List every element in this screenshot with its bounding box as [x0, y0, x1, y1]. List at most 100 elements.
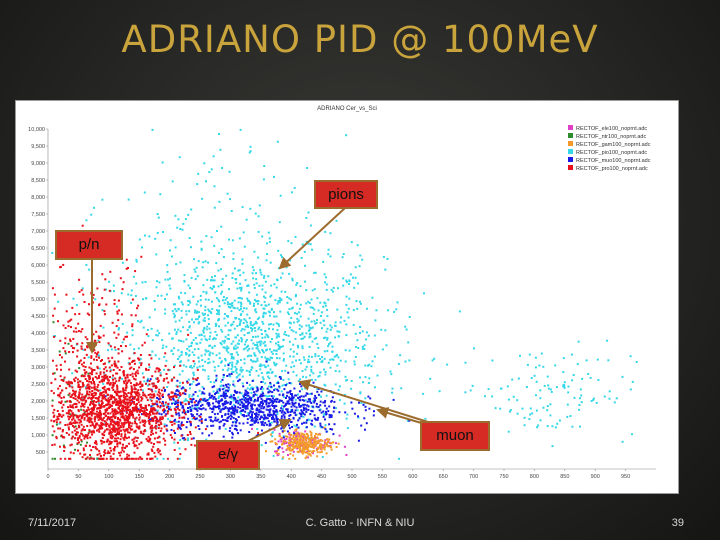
data-point — [224, 427, 227, 430]
data-point — [185, 365, 188, 368]
data-point — [255, 417, 258, 420]
data-point — [255, 278, 258, 281]
data-point — [196, 409, 199, 412]
data-point — [310, 436, 313, 439]
data-point — [199, 400, 202, 403]
data-point — [224, 406, 227, 408]
data-point — [125, 457, 128, 460]
data-point — [295, 359, 297, 362]
data-point — [312, 446, 315, 449]
data-point — [76, 421, 79, 424]
data-point — [53, 307, 56, 310]
data-point — [195, 399, 198, 402]
data-point — [146, 379, 149, 382]
data-point — [275, 362, 278, 365]
data-point — [223, 302, 226, 305]
data-point — [61, 356, 63, 359]
data-point — [177, 424, 180, 427]
data-point — [265, 423, 268, 426]
data-point — [87, 408, 90, 411]
data-point — [66, 423, 69, 426]
data-point — [298, 417, 301, 420]
data-point — [97, 428, 100, 431]
data-point — [326, 438, 328, 441]
data-point — [148, 366, 151, 369]
data-point — [312, 312, 315, 315]
data-point — [334, 370, 337, 372]
data-point — [58, 413, 60, 416]
data-point — [124, 389, 127, 392]
data-point — [104, 408, 107, 411]
data-point — [431, 359, 434, 362]
data-point — [173, 401, 175, 404]
data-point — [147, 452, 150, 455]
data-point — [92, 369, 94, 371]
data-point — [243, 358, 246, 361]
data-point — [104, 410, 107, 412]
data-point — [224, 359, 227, 362]
data-point — [80, 405, 83, 408]
data-point — [286, 311, 289, 314]
data-point — [345, 417, 348, 420]
data-point — [329, 324, 332, 327]
data-point — [275, 322, 278, 325]
data-point — [323, 357, 326, 360]
data-point — [326, 315, 329, 318]
data-point — [177, 390, 180, 393]
data-point — [352, 309, 355, 312]
data-point — [103, 368, 106, 371]
data-point — [360, 424, 363, 427]
data-point — [158, 449, 161, 452]
data-point — [80, 398, 83, 401]
data-point — [311, 378, 313, 381]
data-point — [51, 457, 54, 460]
data-point — [81, 342, 84, 345]
data-point — [115, 380, 118, 383]
data-point — [294, 409, 297, 412]
data-point — [174, 400, 177, 403]
data-point — [70, 318, 73, 321]
data-point — [167, 410, 170, 413]
data-point — [214, 398, 217, 401]
data-point — [106, 418, 109, 421]
data-point — [303, 450, 306, 453]
data-point — [307, 358, 310, 361]
data-point — [201, 385, 204, 388]
data-point — [281, 430, 284, 433]
data-point — [86, 419, 89, 422]
data-point — [112, 378, 114, 381]
data-point — [112, 381, 115, 384]
data-point — [551, 445, 554, 448]
data-point — [107, 403, 110, 406]
data-point — [301, 444, 304, 447]
data-point — [303, 448, 306, 451]
data-point — [186, 347, 189, 350]
data-point — [187, 401, 190, 404]
data-point — [284, 384, 287, 387]
data-point — [212, 405, 215, 408]
data-point — [92, 401, 95, 404]
data-point — [307, 329, 310, 332]
data-point — [253, 421, 256, 424]
data-point — [249, 397, 251, 400]
data-point — [174, 393, 177, 396]
data-point — [268, 411, 271, 413]
data-point — [218, 425, 221, 428]
data-point — [155, 400, 158, 403]
data-point — [166, 406, 168, 409]
data-point — [257, 421, 260, 424]
data-point — [112, 457, 115, 460]
data-point — [292, 370, 295, 373]
data-point — [362, 403, 365, 406]
data-point — [253, 391, 256, 394]
data-point — [115, 305, 118, 308]
data-point — [188, 326, 191, 329]
data-point — [194, 408, 197, 410]
data-point — [141, 397, 144, 400]
data-point — [277, 323, 280, 326]
data-point — [255, 419, 258, 422]
data-point — [99, 371, 102, 374]
data-point — [233, 299, 236, 302]
data-point — [152, 404, 155, 407]
data-point — [287, 411, 289, 414]
